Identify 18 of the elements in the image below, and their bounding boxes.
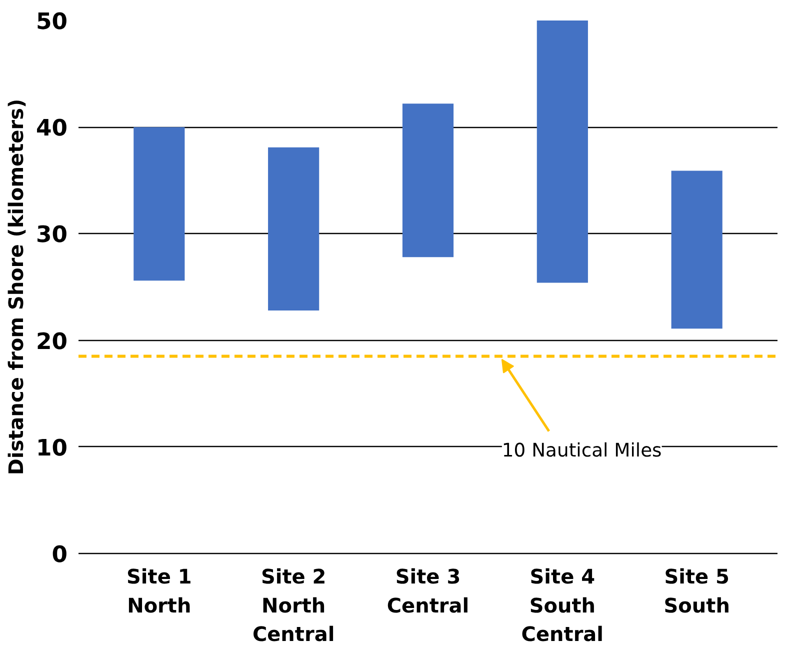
bar bbox=[671, 170, 722, 329]
y-tick-label: 20 bbox=[36, 328, 68, 355]
y-tick-label: 10 bbox=[36, 435, 68, 462]
bar bbox=[268, 147, 320, 310]
y-tick-label: 50 bbox=[36, 9, 68, 35]
x-tick-label: Site 5 South bbox=[664, 564, 730, 618]
y-tick-label: 30 bbox=[36, 222, 68, 248]
x-tick-label: Site 1 North bbox=[126, 564, 192, 618]
x-tick-label: Site 4 South Central bbox=[521, 564, 604, 646]
bar bbox=[134, 127, 185, 281]
ref-line-label: 10 Nautical Miles bbox=[502, 440, 662, 462]
bar bbox=[536, 20, 588, 283]
x-tick-label: Site 3 Central bbox=[386, 564, 470, 618]
y-axis-title: Distance from Shore (kilometers) bbox=[4, 98, 28, 476]
bar bbox=[402, 104, 454, 258]
y-tick-label: 0 bbox=[52, 542, 68, 568]
x-tick-label: Site 2 North Central bbox=[252, 564, 335, 646]
y-tick-label: 40 bbox=[36, 116, 68, 142]
